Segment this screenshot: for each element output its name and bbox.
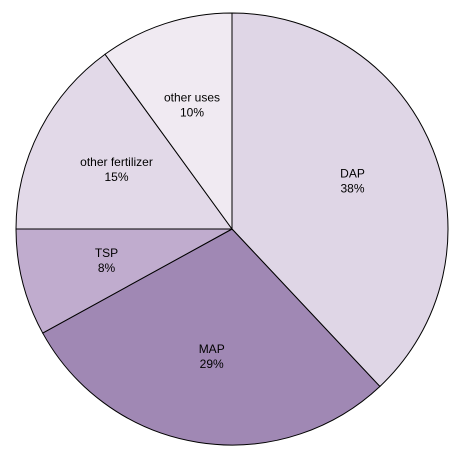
- pie-label-map: MAP 29%: [199, 342, 225, 371]
- slice-category-label: DAP: [340, 166, 365, 180]
- pie-slice-other-uses: [104, 12, 233, 231]
- pie-labels: DAP 38%MAP 29%TSP 8%other fertilizer 15%othe…: [80, 91, 365, 371]
- slice-value-label: 38%: [340, 181, 364, 195]
- slice-value-label: 15%: [104, 170, 128, 184]
- pie-slices: [15, 12, 449, 446]
- pie-slice-dap: [231, 12, 449, 388]
- slice-category-label: MAP: [199, 342, 225, 356]
- pie-slice-other-fertilizer: [15, 53, 233, 230]
- pie-label-other-fertilizer: other fertilizer 15%: [80, 155, 153, 184]
- slice-category-label: TSP: [95, 246, 118, 260]
- pie-label-other-uses: other uses 10%: [164, 91, 220, 120]
- slice-category-label: other uses: [164, 91, 220, 105]
- slice-value-label: 8%: [98, 261, 116, 275]
- pie-slice-tsp: [15, 228, 233, 334]
- slice-value-label: 10%: [180, 106, 204, 120]
- slice-category-label: other fertilizer: [80, 155, 153, 169]
- pie-label-dap: DAP 38%: [340, 166, 365, 195]
- pie-slice-map: [42, 228, 381, 446]
- slice-value-label: 29%: [200, 357, 224, 371]
- pie-label-tsp: TSP 8%: [95, 246, 118, 275]
